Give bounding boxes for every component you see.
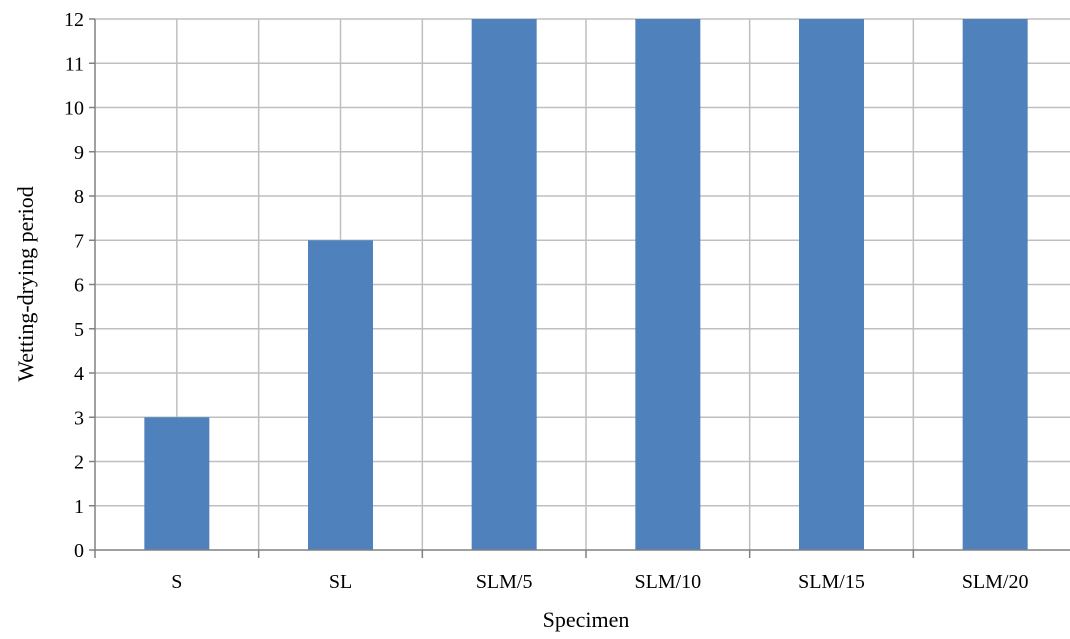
bar-slm-10	[635, 19, 701, 550]
bar-slm-15	[799, 19, 864, 550]
bar-s	[144, 417, 210, 550]
x-tick-label: SLM/5	[476, 571, 533, 593]
y-tick-label: 3	[74, 407, 84, 429]
x-axis-title: Specimen	[543, 607, 630, 632]
y-tick-label: 7	[74, 230, 84, 252]
x-tick-label: SLM/15	[798, 571, 865, 593]
y-tick-label: 11	[65, 53, 84, 75]
x-tick-label: SLM/10	[634, 571, 701, 593]
y-tick-label: 5	[74, 319, 84, 341]
x-tick-label: SLM/20	[962, 571, 1029, 593]
y-tick-label: 2	[74, 452, 84, 474]
y-tick-label: 12	[64, 9, 84, 31]
y-tick-label: 4	[74, 363, 84, 385]
bar-slm-20	[962, 19, 1028, 550]
y-tick-label: 0	[74, 540, 84, 562]
x-tick-labels: S SL SLM/5 SLM/10 SLM/15 SLM/20	[171, 571, 1028, 593]
bars	[144, 19, 1028, 550]
y-tick-label: 10	[64, 98, 84, 120]
grid-lines	[95, 18, 1070, 550]
y-tick-label: 1	[74, 496, 84, 518]
bar-slm-5	[471, 19, 537, 550]
y-tick-label: 6	[74, 275, 84, 297]
x-tick-label: SL	[329, 571, 352, 593]
bar-sl	[308, 240, 373, 550]
x-tick-label: S	[171, 571, 182, 593]
y-tick-label: 8	[74, 186, 84, 208]
axes	[89, 18, 1070, 558]
y-axis-title: Wetting-drying period	[13, 186, 38, 382]
y-tick-label: 9	[74, 142, 84, 164]
